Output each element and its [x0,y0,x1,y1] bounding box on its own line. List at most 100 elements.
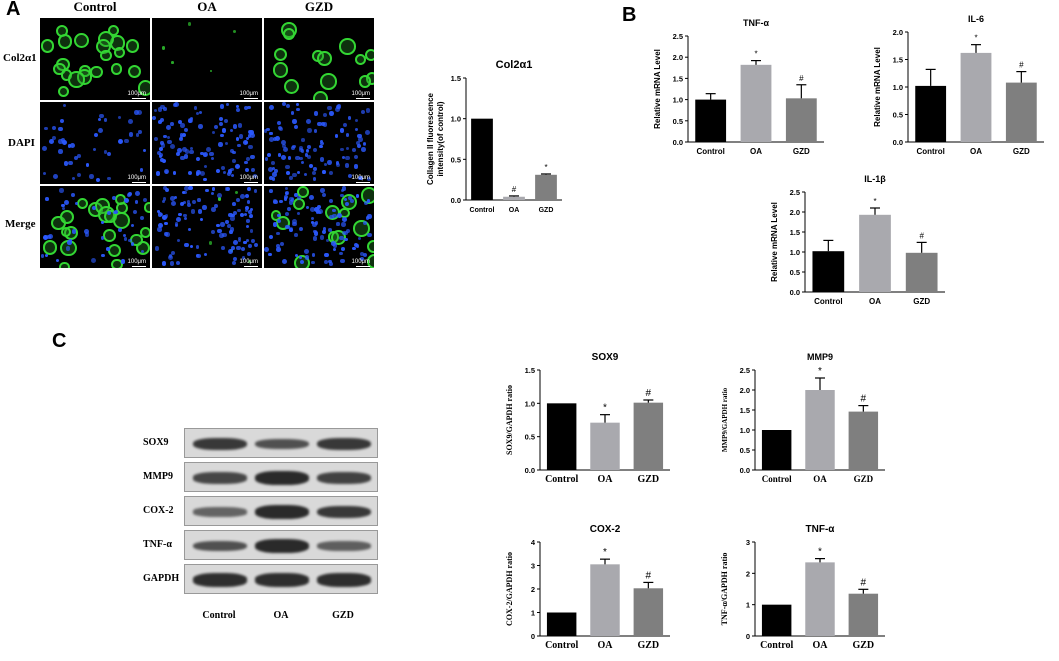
y-tick-label: 0.5 [790,268,800,277]
significance-mark: * [754,50,757,59]
y-tick-label: 0 [746,632,750,641]
y-tick-label: 0 [531,632,535,641]
scale-bar [356,182,370,183]
y-tick-label: 1.0 [451,115,461,124]
scale-label: 100μm [127,175,146,181]
row-head-merge: Merge [5,218,36,230]
bar-oa [503,196,525,200]
significance-mark: # [646,570,652,581]
wb-band-control [193,573,247,587]
wb-band-gzd [317,505,371,519]
scale-label: 100μm [127,259,146,265]
x-tick-label: GZD [852,640,874,651]
significance-mark: # [799,74,804,83]
y-axis-label: Relative mRNA Level [873,47,882,127]
y-axis-label: Collagen II fluorescenceintensity(of con… [426,92,445,185]
y-tick-label: 2.0 [740,386,750,395]
significance-mark: * [544,163,547,172]
y-axis-label: TNF-α/GAPDH ratio [720,553,729,626]
x-tick-label: Control [760,640,793,651]
chart-sox9-wb: SOX9 0.0 0.5 1.0 1.5 SOX9/GAPDH ratio Control *… [505,352,670,485]
x-tick-label: GZD [637,640,659,651]
chart-mmp9-wb: MMP9 0.0 0.5 1.0 1.5 2.0 2.5 MMP9/GAPDH ratio Co… [721,352,885,484]
x-tick-label: GZD [539,207,554,214]
y-tick-label: 2 [531,585,535,594]
bar-oa [960,52,992,142]
y-tick-label: 1.5 [673,74,683,83]
wb-strip-mmp9 [184,462,378,492]
chart-title: SOX9 [592,352,619,363]
significance-mark: * [603,547,607,558]
scale-bar [132,98,146,99]
bar-oa [740,64,772,142]
x-tick-label: OA [869,297,881,306]
wb-label-cox2: COX-2 [143,505,174,516]
y-axis-label-line: Relative mRNA Level [770,202,779,282]
chart-title: IL-1β [864,174,886,184]
wb-strip-cox2 [184,496,378,526]
bar-gzd [633,588,664,636]
chart-il1b-mrna: IL-1β 0.0 0.5 1.0 1.5 2.0 2.5 Relative mRNA Lev… [770,174,945,306]
chart-title: TNF-α [743,18,769,28]
significance-mark: * [818,547,822,558]
wb-group-label-oa: OA [273,610,289,621]
scale-label: 100μm [239,175,258,181]
wb-band-gzd [317,437,371,451]
significance-mark: # [646,388,652,399]
row-head-dapi: DAPI [8,137,35,149]
y-tick-label: 1.0 [790,248,800,257]
bar-oa [590,422,620,470]
x-tick-label: OA [813,640,829,651]
wb-strip-tnf [184,530,378,560]
bar-gzd [785,98,817,142]
y-tick-label: 0.0 [451,196,461,205]
chart-col2a1: Col2α1 0.0 0.5 1.0 1.5 Collagen II fluorescen… [426,59,562,214]
panel-letter-a: A [6,0,21,20]
y-axis-label: SOX9/GAPDH ratio [505,385,514,455]
y-tick-label: 2.0 [893,28,903,37]
col-head-oa: OA [197,0,217,14]
x-tick-label: GZD [1013,147,1030,156]
y-axis-label: COX-2/GAPDH ratio [505,552,514,626]
chart-tnfa-mrna: TNF-α 0.0 0.5 1.0 1.5 2.0 2.5 Relative mRNA Lev… [653,18,824,156]
bar-gzd [633,402,664,470]
col-head-control: Control [73,0,117,14]
x-tick-label: Control [470,207,495,214]
bar-gzd [535,174,557,200]
y-tick-label: 1.0 [525,399,535,408]
bar-control [546,612,577,636]
wb-group-label-control: Control [202,610,236,621]
bar-control [761,430,792,470]
col-head-gzd: GZD [304,0,334,14]
wb-band-gzd [317,573,371,587]
bar-gzd [1005,82,1037,142]
y-tick-label: 1.5 [893,56,903,65]
wb-band-oa [255,573,309,587]
x-tick-label: Control [916,147,944,156]
y-tick-label: 2.5 [673,32,683,41]
chart-title: MMP9 [807,352,833,362]
scale-label: 100μm [127,91,146,97]
bar-control [695,99,727,142]
y-tick-label: 2.5 [740,366,750,375]
scale-bar [244,98,258,99]
y-tick-label: 0.5 [525,433,535,442]
x-tick-label: OA [970,147,982,156]
y-tick-label: 1.5 [790,228,800,237]
bar-control [546,403,577,470]
x-tick-label: GZD [913,297,930,306]
wb-band-control [193,437,247,451]
y-tick-label: 0.0 [525,466,535,475]
scale-bar [244,266,258,267]
y-tick-label: 1 [746,601,750,610]
scale-bar [356,98,370,99]
micrograph-dapi-control: 100μm [40,102,150,184]
wb-strip-sox9 [184,428,378,458]
micrograph-col21-gzd: 100μm [264,18,374,100]
chart-il6-mrna: IL-6 0.0 0.5 1.0 1.5 2.0 Relative mRNA Level Co… [873,14,1044,156]
x-tick-label: OA [598,640,614,651]
significance-mark: # [861,394,867,405]
bar-oa [805,390,835,470]
x-tick-label: GZD [854,474,874,484]
x-tick-label: OA [813,474,827,484]
